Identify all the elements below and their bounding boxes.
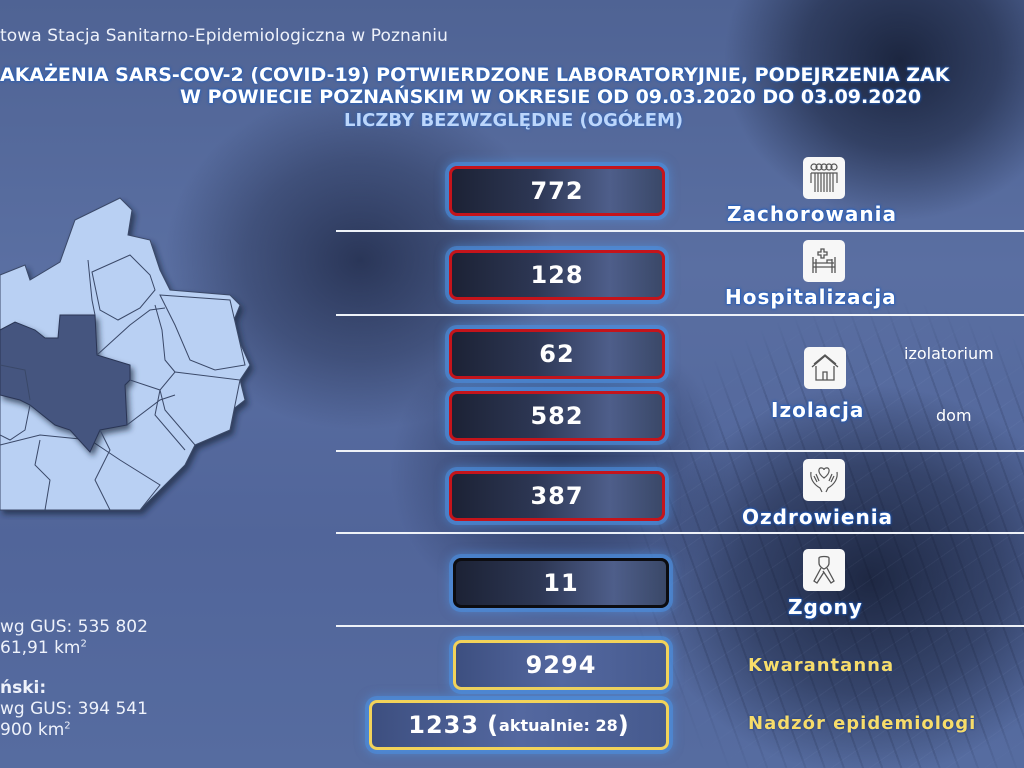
people-group-icon [803,157,845,199]
county-area: 900 km [0,720,65,740]
surveillance-paren-close: ) [617,711,630,739]
organization-name: towa Stacja Sanitarno-Epidemiologiczna w… [0,26,448,46]
hospitalized-value-box: 128 [449,250,665,300]
hospitalized-label: Hospitalizacja [725,285,897,309]
surveillance-value-box: 1233 ( aktualnie: 28 ) [369,700,669,750]
house-icon [804,347,846,389]
heart-hands-icon [803,459,845,501]
county-heading: ński: [0,678,47,698]
city-stats: wg GUS: 535 802 61,91 km2 [0,617,148,659]
report-subtitle: LICZBY BEZWZGLĘDNE (OGÓŁEM) [344,110,684,131]
section-divider [336,532,1024,534]
surveillance-paren-open: ( [487,711,500,739]
surveillance-current: aktualnie: 28 [499,715,618,735]
quarantine-value: 9294 [525,651,597,679]
recovered-value-box: 387 [449,471,665,521]
city-population: wg GUS: 535 802 [0,617,148,637]
county-population: wg GUS: 394 541 [0,699,148,719]
poznan-city-region [0,314,131,453]
home-isolation-value: 582 [530,402,584,430]
report-title-line2: W POWIECIE POZNAŃSKIM W OKRESIE OD 09.03… [180,86,922,108]
surveillance-label: Nadzór epidemiologi [748,713,977,734]
home-isolation-value-box: 582 [449,391,665,441]
city-area-row: 61,91 km2 [0,638,148,659]
surveillance-value: 1233 [408,711,480,739]
county-area-row: 900 km2 [0,720,148,741]
hospital-bed-icon [803,240,845,282]
county-map [0,197,251,511]
cases-value-box: 772 [449,166,665,216]
home-isolation-label: dom [936,406,972,425]
recovered-value: 387 [530,482,584,510]
section-divider [336,450,1024,452]
isolation-label: Izolacja [771,398,865,422]
report-title-line1: AKAŻENIA SARS-COV-2 (COVID-19) POTWIERDZ… [0,64,950,86]
deaths-value-box: 11 [453,558,669,608]
awareness-ribbon-icon [803,549,845,591]
section-divider [336,230,1024,232]
deaths-value: 11 [543,569,579,597]
area-unit-sup: 2 [64,720,71,732]
hospitalized-value: 128 [530,261,584,289]
isolatorium-label: izolatorium [904,344,994,363]
section-divider [336,625,1024,627]
cases-value: 772 [530,177,584,205]
quarantine-label: Kwarantanna [748,655,895,676]
recovered-label: Ozdrowienia [742,505,894,529]
cases-label: Zachorowania [727,202,897,226]
section-divider [336,314,1024,316]
deaths-label: Zgony [788,595,863,619]
county-stats: ński: wg GUS: 394 541 900 km2 [0,678,148,741]
area-unit-sup: 2 [80,638,87,650]
quarantine-value-box: 9294 [453,640,669,690]
isolatorium-value: 62 [539,340,575,368]
isolatorium-value-box: 62 [449,329,665,379]
city-area: 61,91 km [0,638,81,658]
